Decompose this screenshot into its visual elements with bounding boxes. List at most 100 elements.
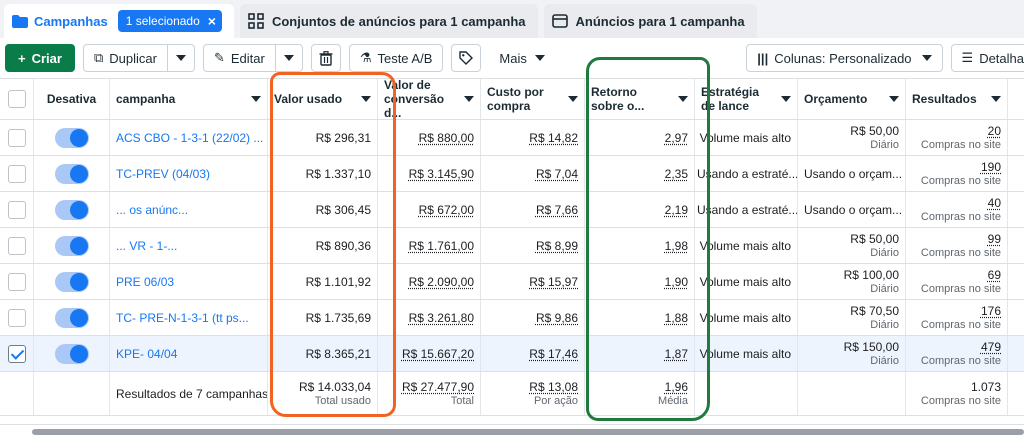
roas-value[interactable]: 1,90 [664,274,688,289]
cost-per-purchase-value[interactable]: R$ 8,99 [535,238,578,253]
selected-chip[interactable]: 1 selecionado × [117,10,222,32]
header-conversion-value[interactable]: Valor de conversão d... [378,79,481,119]
roas-cell: 2,19 [585,192,695,227]
header-cost-per-purchase[interactable]: Custo por compra [481,79,585,119]
totals-empty-cell [695,372,798,415]
conversion-value[interactable]: R$ 672,00 [418,202,474,217]
campaign-toggle[interactable] [54,127,89,148]
results-value[interactable]: 190 [980,159,1001,174]
roas-value[interactable]: 1,88 [664,310,688,325]
conversion-value[interactable]: R$ 2.090,00 [408,274,474,289]
budget-value: R$ 70,50 [850,303,899,318]
roas-value[interactable]: 2,97 [664,130,688,145]
horizontal-scrollbar[interactable] [0,424,1024,438]
table-row[interactable]: TC- PRE-N-1-3-1 (tt ps... R$ 1.735,69 R$ 3… [0,300,1024,336]
tab-ads[interactable]: Anúncios para 1 campanha [543,4,757,38]
cost-per-purchase-value[interactable]: R$ 15,97 [529,274,578,289]
totals-conv-value[interactable]: R$ 27.477,90 [401,379,474,394]
results-value[interactable]: 20 [987,123,1001,138]
row-checkbox[interactable] [7,344,26,363]
row-checkbox[interactable] [7,308,26,327]
campaign-toggle[interactable] [54,199,89,220]
edit-button[interactable]: ✎ Editar [202,44,276,72]
scrollbar-thumb[interactable] [32,429,1024,435]
table-row[interactable]: TC-PREV (04/03) R$ 1.337,10 R$ 3.145,90 R$ … [0,156,1024,192]
campaign-name-link[interactable]: ... os anúnc... [116,202,189,217]
conversion-value[interactable]: R$ 3.145,90 [408,166,474,181]
duplicate-button[interactable]: ⧉ Duplicar [82,44,168,72]
results-value[interactable]: 69 [987,267,1001,282]
header-budget[interactable]: Orçamento [798,79,906,119]
results-value[interactable]: 176 [980,303,1001,318]
edit-dropdown-button[interactable] [275,44,303,72]
create-button[interactable]: + Criar [5,44,75,72]
cost-per-purchase-value[interactable]: R$ 9,86 [535,310,578,325]
tab-campaigns[interactable]: Campanhas 1 selecionado × [4,4,234,38]
header-toggle[interactable]: Desativa [34,79,110,119]
row-checkbox[interactable] [7,164,26,183]
campaign-name-link[interactable]: TC- PRE-N-1-3-1 (tt ps... [116,310,249,325]
header-spend[interactable]: Valor usado [268,79,378,119]
campaign-toggle[interactable] [54,307,89,328]
more-button[interactable]: Mais [489,44,555,72]
cost-per-purchase-value[interactable]: R$ 7,66 [535,202,578,217]
table-row[interactable]: PRE 06/03 R$ 1.101,92 R$ 2.090,00 R$ 15,97 1… [0,264,1024,300]
results-cell: 479 Compras no site [906,336,1008,371]
select-all-checkbox[interactable] [7,90,26,108]
campaign-toggle[interactable] [54,271,89,292]
selected-chip-label: 1 selecionado [125,14,200,28]
totals-cpp-value[interactable]: R$ 13,08 [529,379,578,394]
campaign-name-link[interactable]: PRE 06/03 [116,274,175,289]
spend-value: R$ 1.735,69 [305,310,371,325]
results-value[interactable]: 479 [980,339,1001,354]
row-checkbox[interactable] [7,200,26,219]
table-row[interactable]: KPE- 04/04 R$ 8.365,21 R$ 15.667,20 R$ 17,4… [0,336,1024,372]
close-icon[interactable]: × [207,13,216,29]
results-value[interactable]: 40 [987,195,1001,210]
columns-button[interactable]: ||| Colunas: Personalizado [746,44,943,72]
roas-value[interactable]: 1,98 [664,238,688,253]
row-checkbox[interactable] [7,236,26,255]
conversion-value[interactable]: R$ 3.261,80 [408,310,474,325]
spend-value: R$ 1.101,92 [305,274,371,289]
totals-roas-value[interactable]: 1,96 [664,379,688,394]
campaign-toggle[interactable] [54,343,89,364]
roas-value[interactable]: 1,87 [664,346,688,361]
cost-per-purchase-value[interactable]: R$ 7,04 [535,166,578,181]
tag-button[interactable] [451,44,482,72]
header-results[interactable]: Resultados [906,79,1008,119]
budget-cell: R$ 150,00 Diário [798,336,906,371]
duplicate-dropdown-button[interactable] [167,44,195,72]
conversion-value[interactable]: R$ 1.761,00 [408,238,474,253]
conversion-value[interactable]: R$ 15.667,20 [401,346,474,361]
campaign-name-link[interactable]: ... VR - 1-... [116,238,178,253]
table-row[interactable]: ... VR - 1-... R$ 890,36 R$ 1.761,00 R$ 8,9… [0,228,1024,264]
roas-value[interactable]: 2,35 [664,166,688,181]
header-campaign[interactable]: campanha [110,79,268,119]
header-bid-strategy[interactable]: Estratégia de lance [695,79,798,119]
campaign-name-link[interactable]: TC-PREV (04/03) [116,166,211,181]
campaign-toggle[interactable] [54,235,89,256]
cost-per-purchase-cell: R$ 7,04 [481,156,585,191]
table-row[interactable]: ... os anúnc... R$ 306,45 R$ 672,00 R$ 7,66… [0,192,1024,228]
row-checkbox[interactable] [7,128,26,147]
conversion-value[interactable]: R$ 880,00 [418,130,474,145]
toggle-knob [69,164,88,183]
totals-empty-cell [0,372,34,415]
tab-ad-sets[interactable]: Conjuntos de anúncios para 1 campanha [239,4,538,38]
row-checkbox[interactable] [7,272,26,291]
header-roas[interactable]: Retorno sobre o... [585,79,695,119]
results-sub: Compras no site [920,210,1001,223]
cost-per-purchase-value[interactable]: R$ 14,82 [529,130,578,145]
delete-button[interactable] [310,44,341,72]
details-button[interactable]: ☰ Detalha [950,44,1024,72]
ab-test-button[interactable]: ⚗ Teste A/B [348,44,444,72]
campaign-name-link[interactable]: KPE- 04/04 [116,346,178,361]
results-cell: 176 Compras no site [906,300,1008,335]
campaign-name-link[interactable]: ACS CBO - 1-3-1 (22/02) ... [116,130,264,145]
roas-value[interactable]: 2,19 [664,202,688,217]
campaign-toggle[interactable] [54,163,89,184]
table-row[interactable]: ACS CBO - 1-3-1 (22/02) ... R$ 296,31 R$ 8… [0,120,1024,156]
results-value[interactable]: 99 [987,231,1001,246]
cost-per-purchase-value[interactable]: R$ 17,46 [529,346,578,361]
